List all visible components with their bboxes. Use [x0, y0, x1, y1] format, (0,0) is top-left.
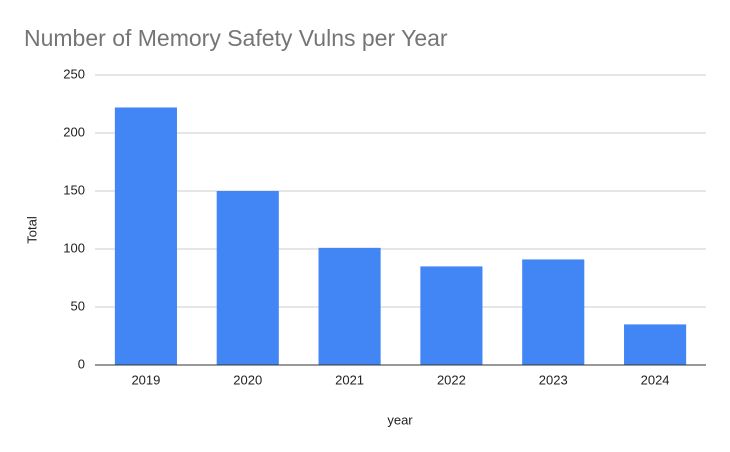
y-tick-label: 250 — [63, 66, 85, 81]
bar — [114, 107, 177, 365]
x-tick-label: 2019 — [131, 372, 160, 387]
y-tick-label: 50 — [71, 298, 85, 313]
bar — [522, 259, 585, 365]
y-axis-label: Total — [24, 216, 39, 244]
x-tick-label: 2021 — [335, 372, 364, 387]
x-tick-label: 2022 — [437, 372, 466, 387]
bar — [624, 324, 687, 365]
bar — [318, 247, 381, 365]
x-axis-label: year — [387, 412, 413, 427]
x-tick-label: 2020 — [233, 372, 262, 387]
y-tick-label: 200 — [63, 124, 85, 139]
x-tick-label: 2023 — [539, 372, 568, 387]
y-tick-label: 100 — [63, 240, 85, 255]
y-tick-label: 150 — [63, 182, 85, 197]
y-tick-label: 0 — [78, 356, 85, 371]
bar — [420, 266, 483, 365]
x-tick-label: 2024 — [641, 372, 670, 387]
chart-title: Number of Memory Safety Vulns per Year — [24, 25, 448, 51]
bar — [216, 191, 279, 365]
